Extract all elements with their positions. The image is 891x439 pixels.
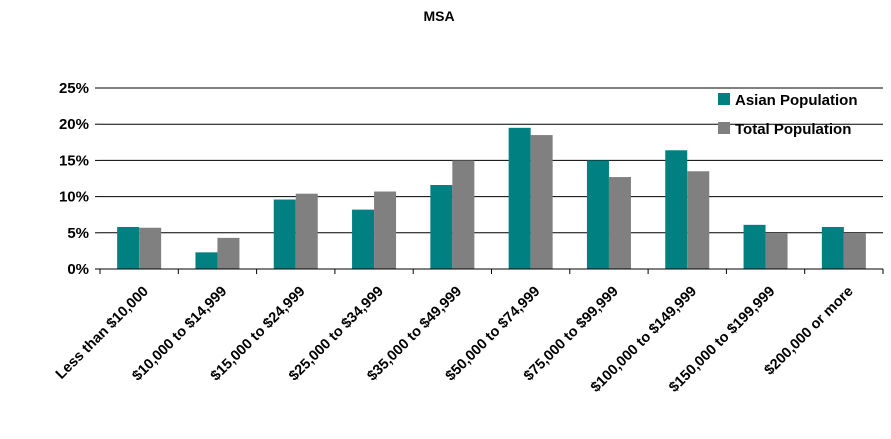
x-axis-labels: Less than $10,000$10,000 to $14,999$15,0… bbox=[53, 284, 857, 396]
y-tick-label: 25% bbox=[59, 80, 89, 97]
legend: Asian Population Total Population bbox=[718, 92, 858, 138]
y-tick-label: 5% bbox=[67, 225, 89, 242]
y-axis-ticks: 0% 5% 10% 15% 20% 25% bbox=[59, 80, 100, 278]
bar-asian-population bbox=[117, 227, 140, 269]
legend-label: Asian Population bbox=[735, 92, 858, 109]
bar-asian-population bbox=[665, 150, 688, 269]
y-tick-label: 10% bbox=[59, 189, 89, 206]
legend-swatch bbox=[718, 122, 730, 134]
chart-title: MSA bbox=[423, 8, 454, 24]
bar-asian-population bbox=[430, 185, 453, 269]
bar-total-population bbox=[843, 233, 866, 269]
bar-total-population bbox=[765, 233, 788, 269]
bar-total-population bbox=[139, 227, 162, 269]
bars bbox=[117, 127, 866, 269]
gridlines bbox=[100, 87, 883, 234]
bar-asian-population bbox=[352, 209, 375, 269]
x-axis bbox=[99, 268, 884, 274]
bar-total-population bbox=[217, 237, 240, 269]
bar-asian-population bbox=[273, 199, 296, 269]
bar-asian-population bbox=[743, 224, 766, 269]
legend-label: Total Population bbox=[735, 121, 851, 138]
y-tick-label: 15% bbox=[59, 152, 89, 169]
bar-asian-population bbox=[821, 227, 844, 269]
y-tick-label: 0% bbox=[67, 261, 89, 278]
bar-asian-population bbox=[508, 127, 531, 269]
bar-total-population bbox=[608, 177, 631, 269]
x-tick-label: $200,000 or more bbox=[762, 284, 857, 379]
bar-total-population bbox=[687, 171, 710, 269]
y-tick-label: 20% bbox=[59, 116, 89, 133]
bar-asian-population bbox=[195, 252, 218, 269]
bar-total-population bbox=[452, 160, 475, 269]
bar-total-population bbox=[374, 191, 397, 269]
bar-total-population bbox=[530, 135, 553, 269]
bar-asian-population bbox=[586, 160, 609, 269]
legend-swatch bbox=[718, 93, 730, 105]
bar-total-population bbox=[295, 193, 318, 269]
